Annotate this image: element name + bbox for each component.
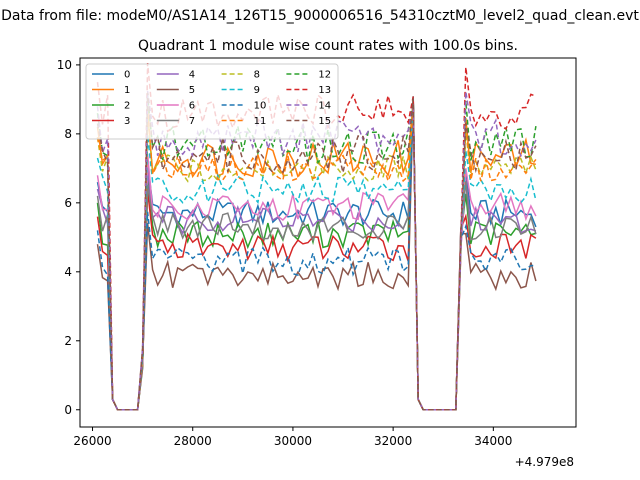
legend-label: 13 (318, 85, 331, 96)
y-tick-label: 8 (64, 127, 72, 141)
legend-label: 0 (124, 70, 130, 81)
series-line-15 (96, 92, 537, 411)
series-line-5 (96, 101, 537, 411)
series-line-11 (96, 105, 537, 411)
chart-title: Quadrant 1 module wise count rates with … (138, 38, 518, 54)
series-lines (96, 63, 537, 411)
series-line-6 (96, 103, 537, 411)
x-tick-label: 30000 (274, 434, 312, 448)
figure-suptitle: Data from file: modeM0/AS1A14_126T15_900… (1, 8, 639, 24)
plot-frame (79, 57, 577, 428)
y-tick-label: 4 (64, 265, 72, 279)
series-line-10 (96, 97, 536, 411)
series-line-12 (96, 95, 537, 411)
legend-label: 8 (254, 70, 260, 81)
legend-label: 9 (254, 85, 260, 96)
x-tick-label: 34000 (474, 434, 512, 448)
legend-label: 11 (254, 116, 267, 127)
x-tick-label: 28000 (174, 434, 212, 448)
legend-label: 3 (124, 116, 130, 127)
legend-label: 4 (189, 70, 195, 81)
legend-label: 2 (124, 101, 130, 112)
y-tick-label: 6 (64, 196, 72, 210)
legend-label: 10 (254, 101, 267, 112)
series-line-7 (96, 96, 537, 411)
x-tick-label: 26000 (73, 434, 111, 448)
legend-label: 15 (318, 116, 331, 127)
legend-label: 1 (124, 85, 130, 96)
x-axis: 26000 28000 30000 32000 34000 (73, 427, 512, 448)
legend-label: 7 (189, 116, 195, 127)
x-offset-label: +4.979e8 (515, 455, 574, 469)
legend-label: 5 (189, 85, 195, 96)
y-tick-label: 2 (64, 334, 72, 348)
legend-label: 14 (318, 101, 331, 112)
series-line-3 (96, 97, 537, 411)
legend-frame (85, 63, 339, 140)
x-tick-label: 32000 (374, 434, 412, 448)
legend-label: 6 (189, 101, 195, 112)
y-tick-label: 10 (57, 58, 72, 72)
y-tick-label: 0 (64, 403, 72, 417)
y-axis: 0 2 4 6 8 10 (57, 58, 80, 417)
legend-label: 12 (318, 70, 331, 81)
